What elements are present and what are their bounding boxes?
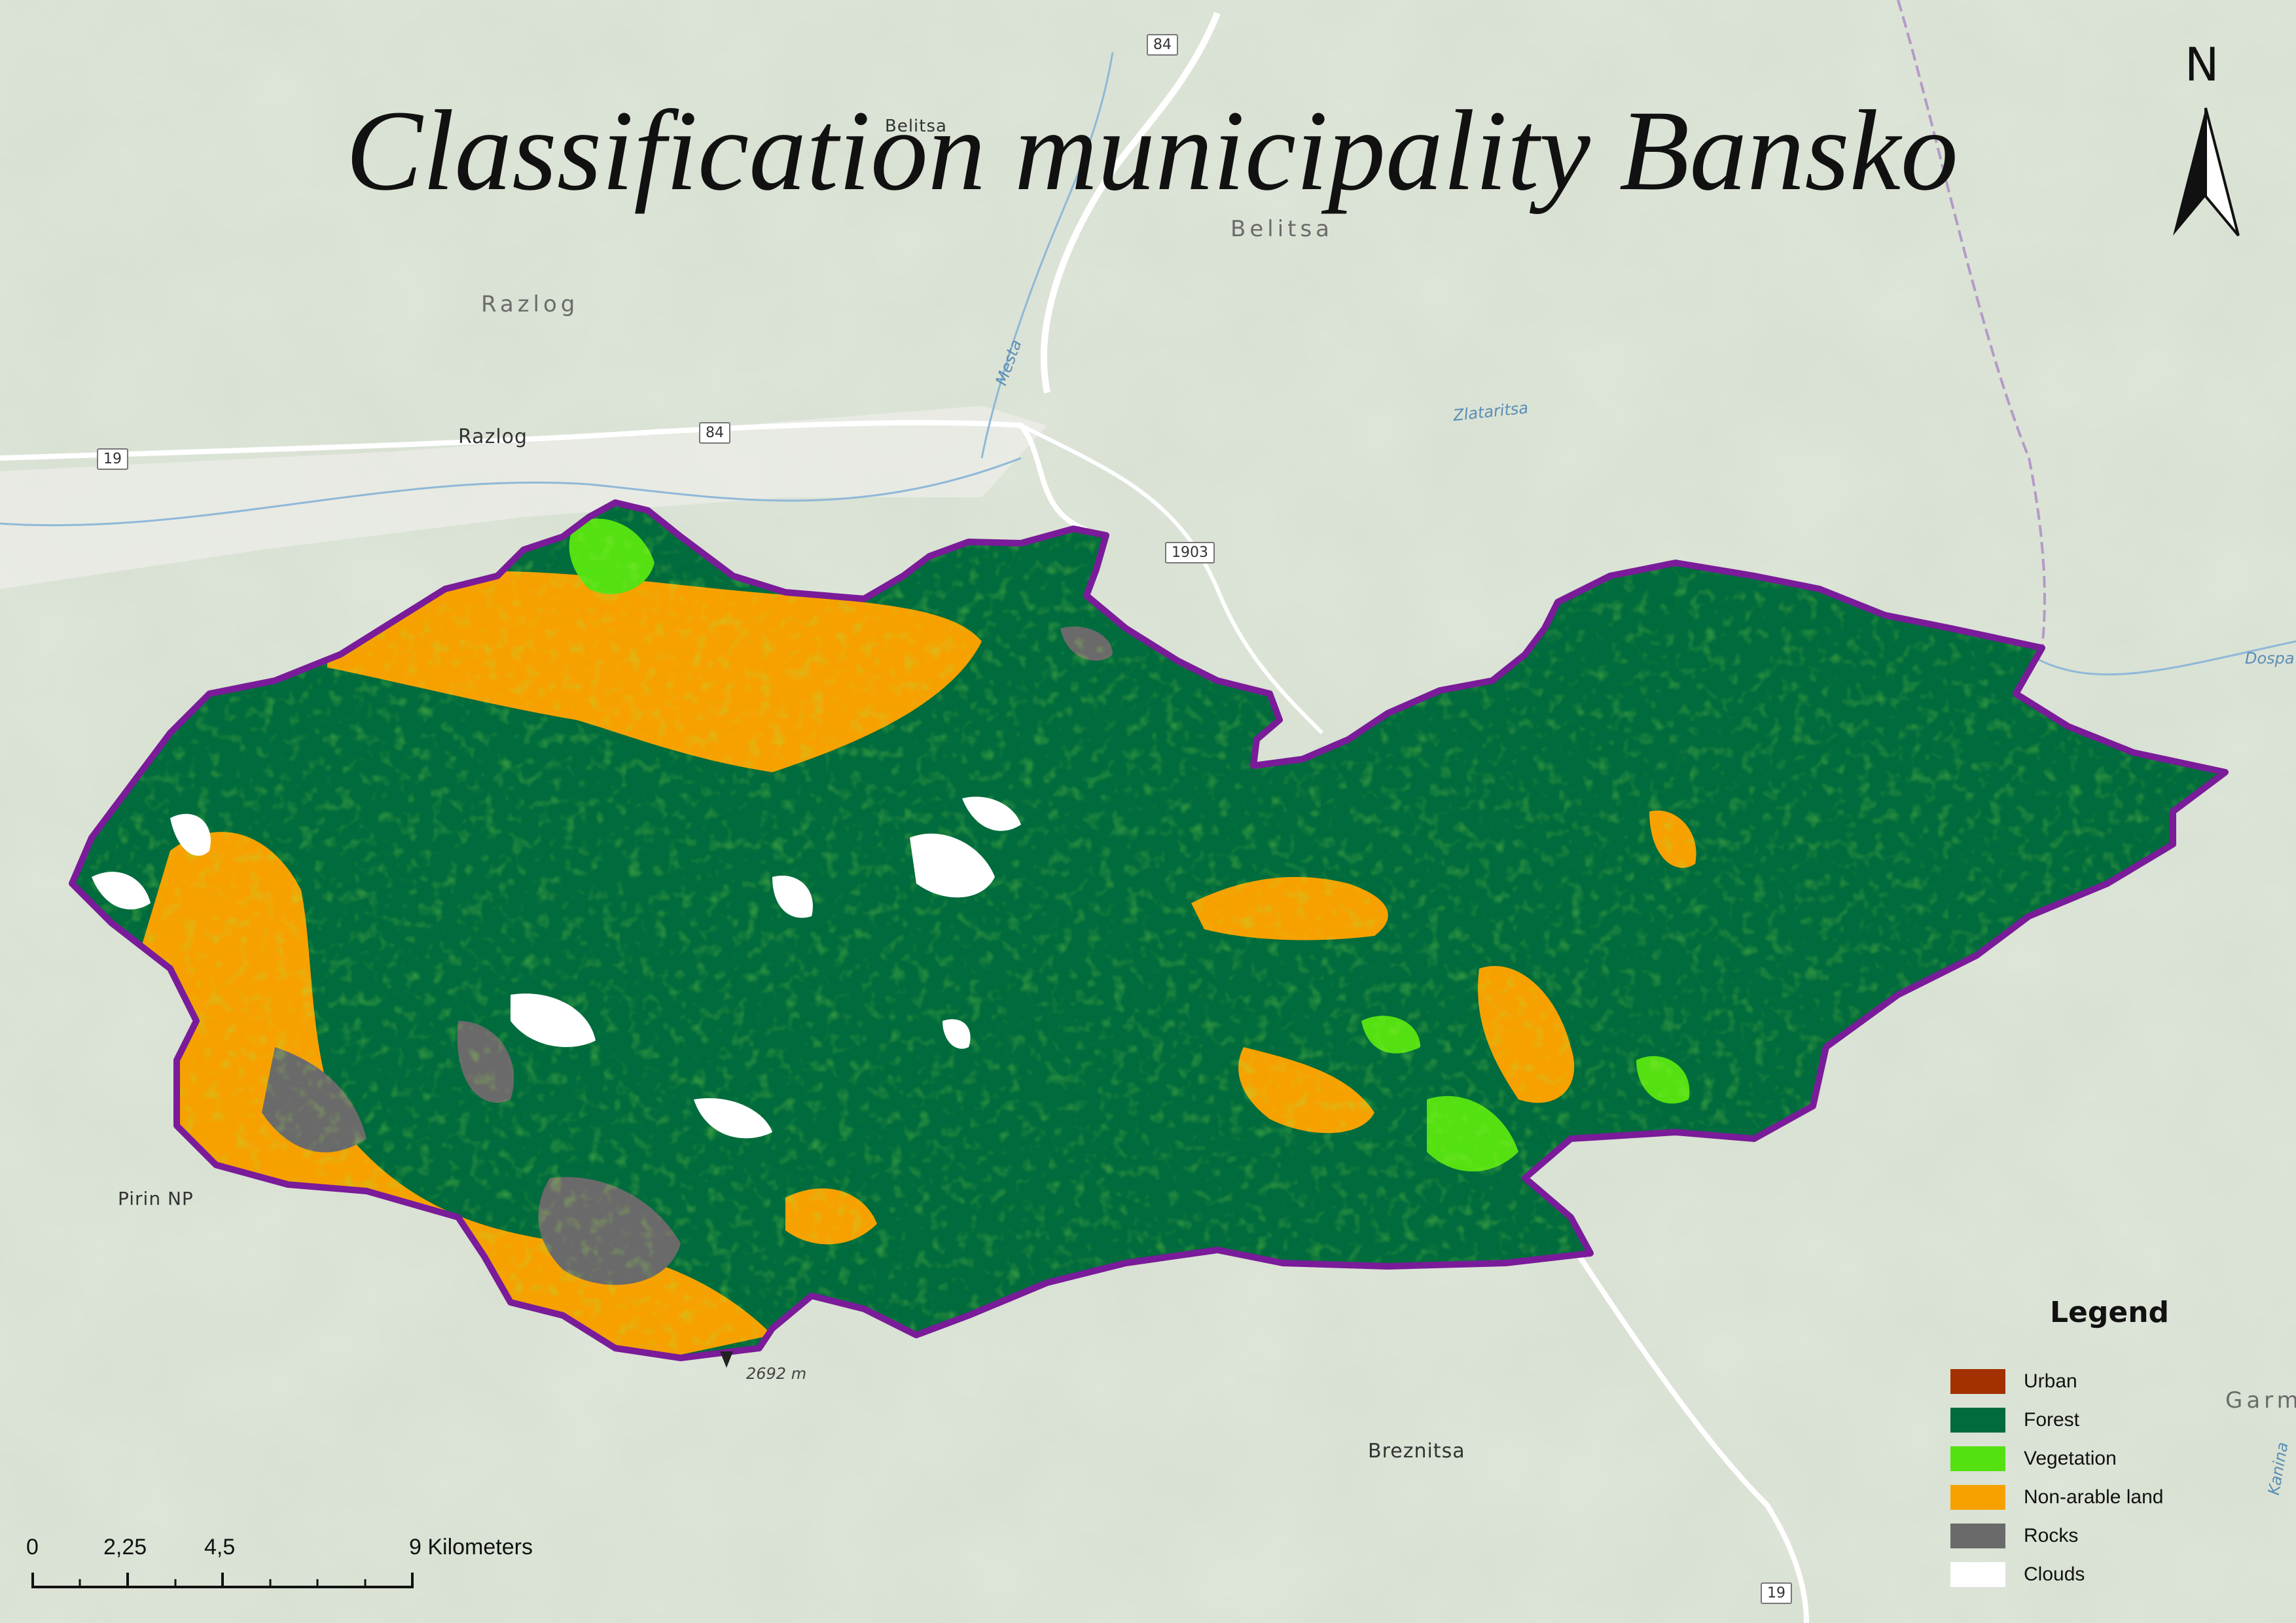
legend-swatch [1950, 1369, 2005, 1394]
scale-label-9-km: 9 Kilometers [409, 1535, 533, 1560]
north-arrow-label: N [2185, 38, 2219, 92]
road-shield-84-top: 84 [1147, 34, 1178, 56]
legend-label: Clouds [2024, 1563, 2085, 1585]
legend-label: Forest [2024, 1409, 2080, 1431]
legend-swatch [1950, 1562, 2005, 1587]
road-shield-84: 84 [699, 422, 730, 444]
place-label-belitsa-region: Belitsa [1230, 216, 1334, 242]
legend-item-urban: Urban [1950, 1366, 2225, 1397]
legend-item-rocks: Rocks [1950, 1521, 2225, 1551]
legend-swatch [1950, 1485, 2005, 1510]
place-label-dospat: Dospa [2245, 649, 2295, 668]
scale-label-0: 0 [26, 1535, 39, 1560]
place-label-razlog-town: Razlog [458, 425, 528, 448]
legend-item-clouds: Clouds [1950, 1560, 2225, 1590]
scale-label-4-5: 4,5 [204, 1535, 236, 1560]
road-shield-19-bottom: 19 [1761, 1582, 1792, 1604]
place-label-belitsa: Belitsa [885, 116, 947, 136]
scale-bar: 0 2,25 4,5 9 Kilometers [26, 1535, 533, 1600]
legend-item-vegetation: Vegetation [1950, 1444, 2225, 1474]
place-label-breznitsa: Breznitsa [1368, 1440, 1465, 1463]
legend-label: Urban [2024, 1370, 2077, 1392]
legend-swatch [1950, 1524, 2005, 1548]
legend: Legend Urban Forest Vegetation Non-arable l… [1944, 1296, 2219, 1597]
road-shield-1903: 1903 [1165, 542, 1215, 563]
legend-label: Non-arable land [2024, 1486, 2164, 1508]
map-title: Classification municipality Bansko [346, 87, 1958, 215]
place-label-garm: Garm [2225, 1387, 2296, 1414]
legend-swatch [1950, 1446, 2005, 1471]
scale-label-2-25: 2,25 [103, 1535, 147, 1560]
legend-item-forest: Forest [1950, 1405, 2225, 1435]
legend-label: Rocks [2024, 1525, 2079, 1546]
road-shield-19-left: 19 [97, 448, 128, 470]
place-label-pirin-np: Pirin NP [118, 1188, 194, 1209]
place-label-razlog-region: Razlog [481, 291, 579, 317]
scale-bar-line [31, 1573, 414, 1588]
legend-label: Vegetation [2024, 1448, 2117, 1469]
north-arrow-icon [2173, 107, 2240, 237]
legend-swatch [1950, 1408, 2005, 1433]
legend-item-non-arable-land: Non-arable land [1950, 1482, 2225, 1512]
legend-title: Legend [2050, 1296, 2170, 1329]
elevation-label: 2692 m [746, 1364, 807, 1383]
